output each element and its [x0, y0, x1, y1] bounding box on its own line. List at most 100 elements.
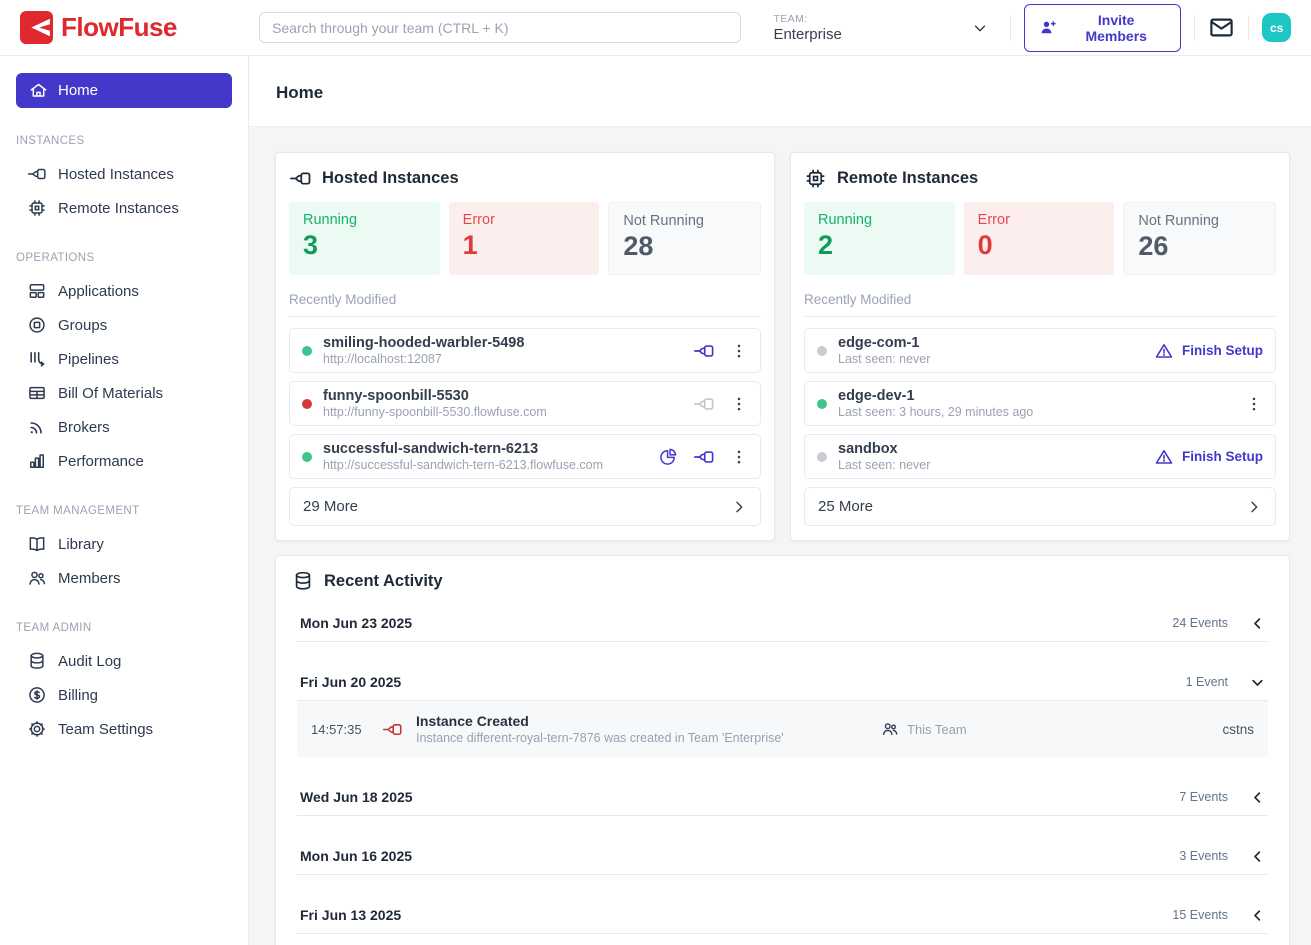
- sidebar-item-pipelines[interactable]: Pipelines: [0, 342, 248, 376]
- instance-row[interactable]: funny-spoonbill-5530 http://funny-spoonb…: [289, 381, 761, 426]
- chevron-down-icon[interactable]: [1250, 675, 1265, 690]
- sidebar-item-performance[interactable]: Performance: [0, 444, 248, 478]
- remote-more-row[interactable]: 25 More: [804, 487, 1276, 526]
- recent-activity-card: Recent Activity Mon Jun 23 2025 24 Event…: [275, 555, 1290, 945]
- team-name: Enterprise: [773, 25, 842, 43]
- event-scope: This Team: [881, 720, 1101, 738]
- status-dot-running: [817, 398, 827, 409]
- sidebar-section-instances: INSTANCES: [16, 135, 85, 147]
- activity-group-header[interactable]: Fri Jun 13 2025 15 Events: [297, 898, 1268, 934]
- running-stat[interactable]: Running 2: [804, 202, 955, 275]
- finish-setup-button[interactable]: Finish Setup: [1154, 447, 1263, 467]
- chevron-left-icon[interactable]: [1250, 790, 1265, 805]
- chevron-left-icon[interactable]: [1250, 616, 1265, 631]
- activity-date: Wed Jun 18 2025: [300, 789, 413, 805]
- stat-label: Running: [818, 212, 873, 228]
- recently-modified-label: Recently Modified: [804, 292, 1276, 317]
- chevron-left-icon[interactable]: [1250, 908, 1265, 923]
- running-stat[interactable]: Running 3: [289, 202, 440, 275]
- error-stat[interactable]: Error 1: [448, 202, 600, 275]
- divider: [1248, 14, 1250, 41]
- activity-event-row[interactable]: 14:57:35 Instance Created Instance diffe…: [297, 701, 1268, 757]
- sidebar-item-billing[interactable]: Billing: [0, 678, 248, 712]
- hosted-instances-icon: [289, 167, 312, 190]
- invite-members-button[interactable]: Invite Members: [1024, 3, 1182, 52]
- instance-last-seen: Last seen: never: [838, 352, 931, 366]
- sidebar-item-label: Brokers: [58, 418, 110, 436]
- stat-value: 0: [977, 230, 993, 260]
- activity-group-header[interactable]: Mon Jun 23 2025 24 Events: [297, 606, 1268, 642]
- card-title: Remote Instances: [837, 169, 979, 187]
- activity-group-header[interactable]: Mon Jun 16 2025 3 Events: [297, 839, 1268, 875]
- sidebar-item-label: Billing: [58, 686, 99, 704]
- chip-icon: [804, 167, 827, 190]
- error-stat[interactable]: Error 0: [963, 202, 1115, 275]
- stat-value: 3: [303, 230, 319, 260]
- not-running-stat[interactable]: Not Running 26: [1123, 202, 1277, 275]
- activity-date: Fri Jun 13 2025: [300, 907, 402, 923]
- user-avatar[interactable]: cs: [1262, 13, 1291, 42]
- instance-url: http://localhost:12087: [323, 352, 442, 366]
- sidebar-item-library[interactable]: Library: [0, 527, 248, 561]
- status-dot-stopped: [817, 451, 827, 462]
- event-description: Instance different-royal-tern-7876 was c…: [416, 731, 784, 745]
- activity-group-header[interactable]: Fri Jun 20 2025 1 Event: [297, 665, 1268, 701]
- instance-row[interactable]: edge-dev-1 Last seen: 3 hours, 29 minute…: [804, 381, 1276, 426]
- kebab-menu-icon[interactable]: [730, 395, 748, 413]
- stat-value: 2: [818, 230, 834, 260]
- kebab-menu-icon[interactable]: [1245, 395, 1263, 413]
- sidebar-item-audit-log[interactable]: Audit Log: [0, 644, 248, 678]
- flowfuse-logo[interactable]: FlowFuse: [20, 11, 259, 44]
- sidebar-item-applications[interactable]: Applications: [0, 274, 248, 308]
- instance-row[interactable]: successful-sandwich-tern-6213 http://suc…: [289, 434, 761, 479]
- open-editor-icon[interactable]: [693, 340, 715, 362]
- hosted-more-row[interactable]: 29 More: [289, 487, 761, 526]
- team-chevron-down-icon[interactable]: [971, 19, 989, 37]
- instance-row[interactable]: sandbox Last seen: never Finish Setup: [804, 434, 1276, 479]
- activity-date: Mon Jun 16 2025: [300, 848, 413, 864]
- activity-group: Fri Jun 20 2025 1 Event 14:57:35 Instanc…: [297, 665, 1268, 757]
- stat-label: Error: [462, 212, 495, 228]
- kebab-menu-icon[interactable]: [730, 342, 748, 360]
- chevron-left-icon[interactable]: [1250, 849, 1265, 864]
- dashboard-pie-icon[interactable]: [658, 447, 678, 467]
- finish-setup-button[interactable]: Finish Setup: [1154, 341, 1263, 361]
- sidebar-section-team-management: TEAM MANAGEMENT: [16, 505, 140, 517]
- stat-label: Not Running: [1138, 213, 1219, 229]
- stat-value: 28: [623, 231, 654, 261]
- sidebar-item-brokers[interactable]: Brokers: [0, 410, 248, 444]
- open-editor-icon[interactable]: [693, 446, 715, 468]
- sidebar-item-home[interactable]: Home: [16, 73, 232, 108]
- home-icon: [29, 81, 48, 100]
- sidebar-item-members[interactable]: Members: [0, 561, 248, 595]
- remote-instances-card: Remote Instances Running 2 Error 0 Not R…: [790, 152, 1290, 541]
- activity-group-header[interactable]: Wed Jun 18 2025 7 Events: [297, 780, 1268, 816]
- top-bar: FlowFuse TEAM: Enterprise Invite Members…: [0, 0, 1311, 56]
- instance-row[interactable]: edge-com-1 Last seen: never Finish Setup: [804, 328, 1276, 373]
- instance-name: edge-dev-1: [838, 388, 915, 404]
- sidebar-item-label: Applications: [58, 282, 139, 300]
- database-icon: [292, 570, 314, 592]
- divider: [1194, 14, 1196, 41]
- sidebar-item-hosted-instances[interactable]: Hosted Instances: [0, 157, 248, 191]
- book-icon: [27, 534, 47, 554]
- warning-triangle-icon: [1154, 341, 1174, 361]
- chevron-right-icon: [731, 499, 747, 515]
- team-label: TEAM:: [773, 12, 808, 25]
- sidebar-item-groups[interactable]: Groups: [0, 308, 248, 342]
- mail-icon[interactable]: [1208, 14, 1235, 41]
- sidebar-item-team-settings[interactable]: Team Settings: [0, 712, 248, 746]
- sidebar-item-remote-instances[interactable]: Remote Instances: [0, 191, 248, 225]
- not-running-stat[interactable]: Not Running 28: [608, 202, 762, 275]
- team-selector[interactable]: TEAM: Enterprise: [773, 13, 971, 43]
- sidebar-item-label: Hosted Instances: [58, 165, 174, 183]
- sidebar-item-label: Bill Of Materials: [58, 384, 164, 402]
- kebab-menu-icon[interactable]: [730, 448, 748, 466]
- search-input[interactable]: [259, 12, 742, 43]
- finish-setup-label: Finish Setup: [1182, 449, 1263, 464]
- members-icon: [27, 568, 47, 588]
- more-label: 25 More: [818, 498, 874, 515]
- sidebar-item-label: Audit Log: [58, 652, 122, 670]
- instance-row[interactable]: smiling-hooded-warbler-5498 http://local…: [289, 328, 761, 373]
- sidebar-item-bill-of-materials[interactable]: Bill Of Materials: [0, 376, 248, 410]
